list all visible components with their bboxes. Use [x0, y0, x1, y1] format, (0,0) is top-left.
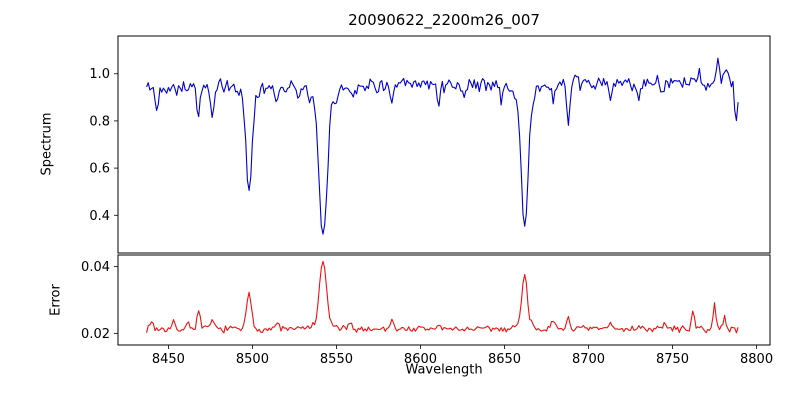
- axes-frame: [117, 35, 771, 254]
- y-tick-label: 0.8: [89, 114, 110, 129]
- x-tick-label: 8500: [236, 352, 269, 367]
- y-tick-label: 0.02: [81, 327, 110, 342]
- x-tick-label: 8650: [488, 352, 521, 367]
- axes-frame: [117, 254, 771, 346]
- y-tick-label: 0.04: [81, 260, 110, 275]
- x-axis-label: Wavelength: [405, 362, 483, 378]
- chart-title: 20090622_2200m26_007: [348, 11, 540, 29]
- y-tick-label: 0.6: [89, 162, 110, 177]
- y-tick-label: 0.4: [89, 209, 110, 224]
- x-tick-label: 8550: [320, 352, 353, 367]
- spectrum-line: [146, 57, 739, 235]
- x-tick-label: 8450: [152, 352, 185, 367]
- error-line: [146, 260, 739, 334]
- spectrum-axes: 0.4 0.6 0.8 1.0: [89, 35, 771, 254]
- x-tick-label: 8700: [572, 352, 605, 367]
- error-axes: 0.02 0.04 8450 8500 8550 8600 8650 8700 8750 8800: [81, 254, 773, 367]
- x-tick-label: 8800: [740, 352, 773, 367]
- x-tick-label: 8750: [656, 352, 689, 367]
- x-tick-label: 8600: [404, 352, 437, 367]
- y-tick-label: 1.0: [89, 67, 110, 82]
